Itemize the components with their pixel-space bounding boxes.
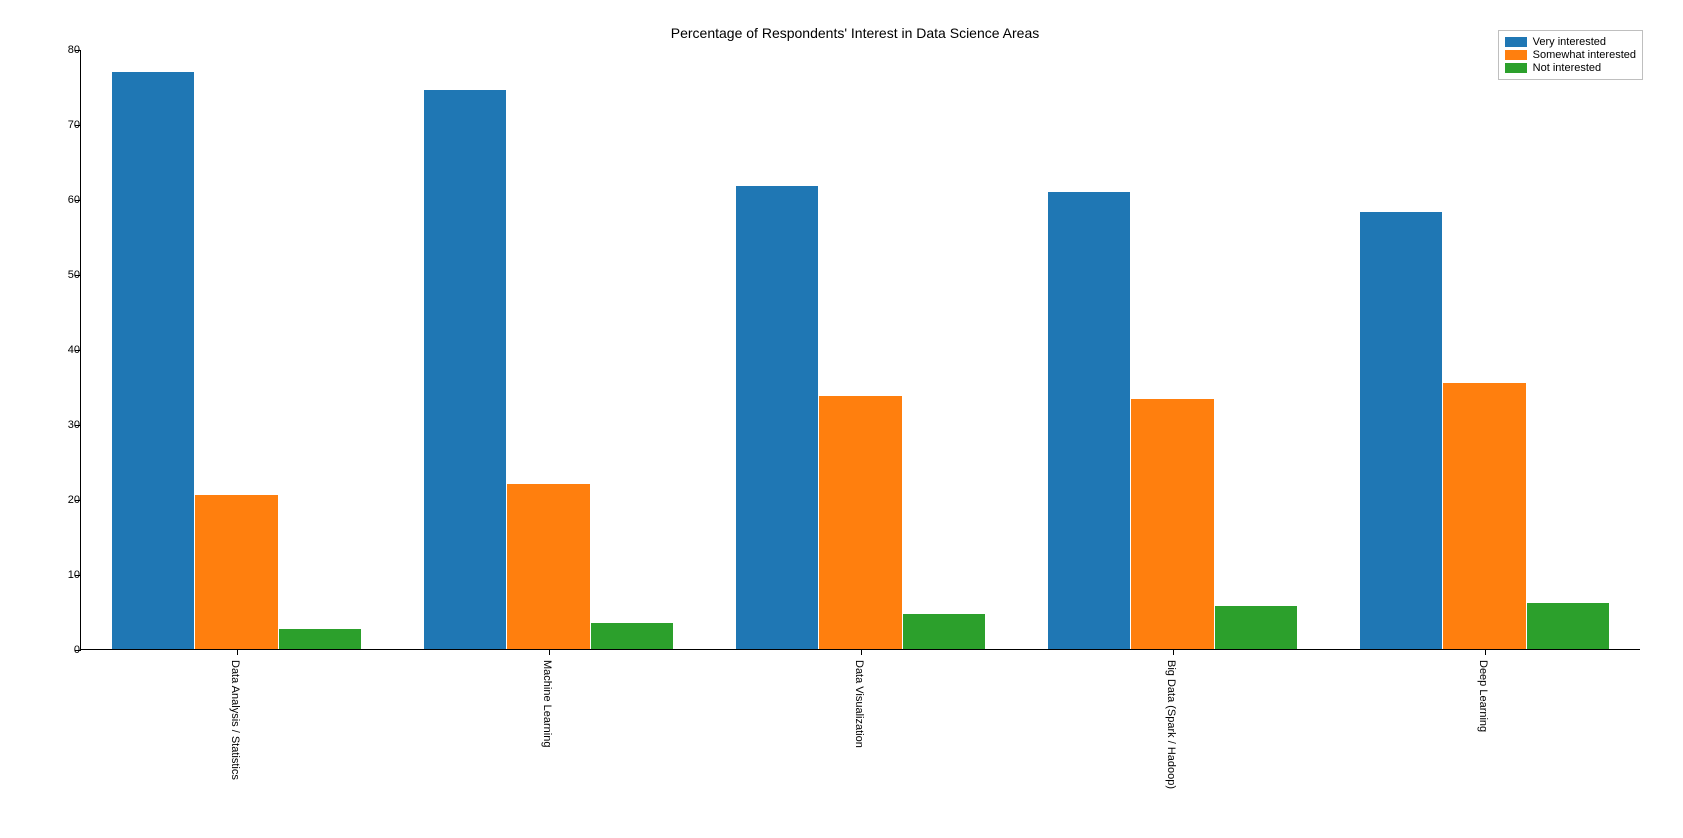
bar [1443,383,1525,649]
x-tick-label: Data Analysis / Statistics [229,660,241,780]
bar [507,484,589,649]
legend-swatch [1505,63,1527,73]
y-tick-label: 60 [68,194,80,206]
chart-container: Percentage of Respondents' Interest in D… [60,25,1650,665]
bar [903,614,985,649]
x-tick-label: Data Visualization [853,660,865,748]
legend: Very interestedSomewhat interestedNot in… [1498,30,1643,80]
y-tick-label: 80 [68,44,80,56]
legend-item: Not interested [1505,62,1636,74]
bar [591,623,673,649]
y-tick-label: 10 [68,569,80,581]
bar [819,396,901,649]
y-tick-label: 20 [68,494,80,506]
bar [1131,399,1213,649]
bar [1215,606,1297,650]
y-tick-label: 50 [68,269,80,281]
bar [1048,192,1130,650]
bar [195,495,277,649]
legend-item: Very interested [1505,36,1636,48]
bar [424,90,506,649]
legend-label: Not interested [1533,62,1601,74]
y-tick-label: 40 [68,344,80,356]
legend-label: Somewhat interested [1533,49,1636,61]
legend-label: Very interested [1533,36,1606,48]
bar [736,186,818,649]
x-tick [549,649,550,655]
x-tick [237,649,238,655]
x-tick [1173,649,1174,655]
y-tick-label: 70 [68,119,80,131]
legend-swatch [1505,50,1527,60]
chart-title: Percentage of Respondents' Interest in D… [671,25,1039,41]
bar [1527,603,1609,650]
legend-swatch [1505,37,1527,47]
x-tick-label: Machine Learning [541,660,553,747]
x-tick-label: Big Data (Spark / Hadoop) [1165,660,1177,789]
bar [279,629,361,649]
bar [112,72,194,650]
y-tick-label: 0 [74,644,80,656]
bar [1360,212,1442,649]
y-tick-label: 30 [68,419,80,431]
legend-item: Somewhat interested [1505,49,1636,61]
plot-area: Data Analysis / StatisticsMachine Learni… [80,50,1640,650]
x-tick-label: Deep Learning [1477,660,1489,732]
x-tick [861,649,862,655]
x-tick [1485,649,1486,655]
